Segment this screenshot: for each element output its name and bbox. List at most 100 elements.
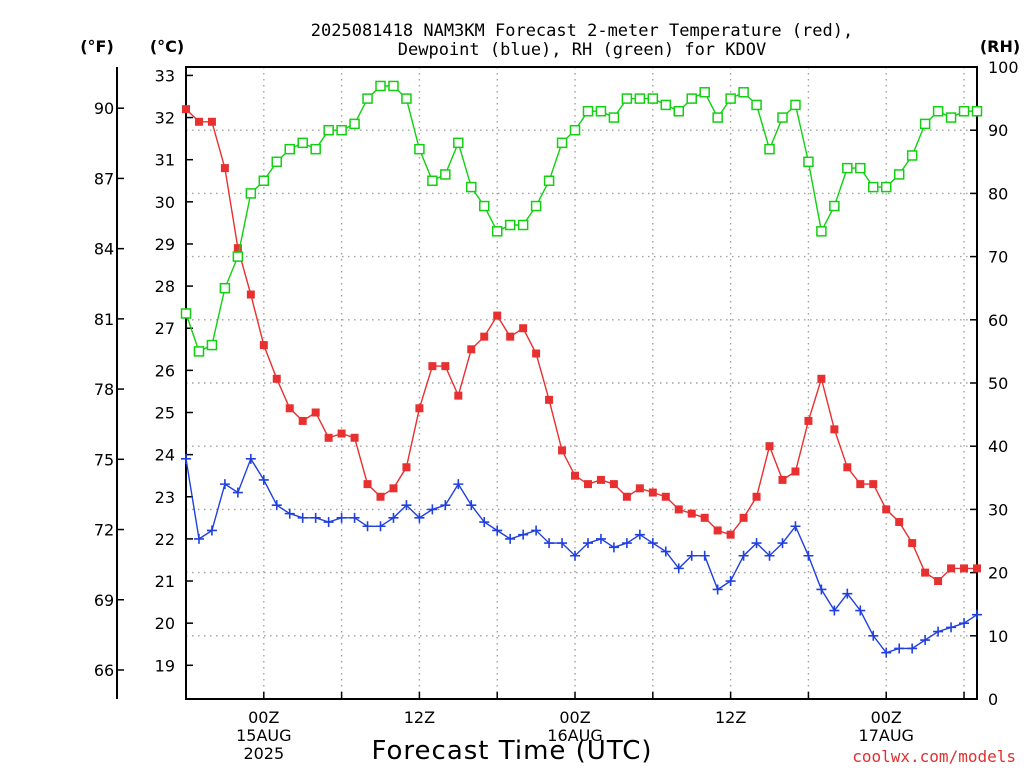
- dewpoint-point: [323, 517, 334, 528]
- rh-point: [803, 156, 814, 168]
- dewpoint-point: [375, 521, 386, 532]
- temperature-point: [415, 404, 424, 413]
- chart-title-line2: Dewpoint (blue), RH (green) for KDOV: [398, 40, 766, 60]
- rh-tick-label: 30: [988, 500, 1008, 519]
- temperature-point: [687, 509, 696, 518]
- fahrenheit-tick-label: 69: [94, 591, 114, 610]
- chart-title-line1: 2025081418 NAM3KM Forecast 2-meter Tempe…: [311, 21, 853, 41]
- temperature-point: [609, 480, 618, 489]
- temperature-point: [467, 345, 476, 354]
- rh-point: [855, 162, 866, 174]
- rh-point: [660, 99, 672, 111]
- rh-point: [517, 219, 529, 231]
- celsius-tick-label: 20: [155, 614, 175, 633]
- rh-axis-header: (RH): [980, 37, 1020, 56]
- rh-point: [725, 93, 736, 104]
- temperature-point: [973, 564, 981, 573]
- dewpoint-point: [868, 630, 879, 641]
- dewpoint-point: [621, 538, 632, 549]
- temperature-point: [324, 433, 333, 442]
- temperature-point: [830, 425, 839, 434]
- fahrenheit-tick-label: 72: [94, 521, 114, 540]
- temperature-point: [454, 391, 463, 400]
- rh-tick-label: 0: [988, 690, 998, 709]
- rh-tick-label: 20: [988, 564, 1008, 583]
- temperature-point: [713, 526, 722, 535]
- temperature-point: [817, 374, 826, 383]
- dewpoint-point: [842, 588, 853, 599]
- rh-point: [530, 200, 542, 212]
- rh-point: [284, 143, 295, 155]
- rh-point: [712, 112, 723, 123]
- dewpoint-point: [712, 584, 723, 595]
- dewpoint-point: [232, 487, 243, 498]
- dewpoint-point: [570, 550, 581, 561]
- dewpoint-point: [414, 512, 425, 523]
- dewpoint-point: [777, 538, 788, 549]
- dewpoint-point: [466, 500, 477, 511]
- rh-point: [258, 175, 270, 187]
- temperature-point: [389, 484, 398, 493]
- dewpoint-point: [219, 479, 230, 490]
- temperature-point: [350, 433, 359, 442]
- fahrenheit-tick-label: 81: [94, 310, 114, 329]
- temperature-point: [778, 475, 787, 484]
- rh-point: [440, 169, 451, 180]
- rh-point: [271, 156, 283, 168]
- rh-point: [829, 200, 840, 212]
- rh-tick-label: 80: [988, 184, 1008, 203]
- temperature-point: [934, 577, 943, 586]
- rh-point: [971, 105, 983, 117]
- celsius-tick-label: 33: [155, 66, 175, 85]
- temperature-point: [558, 446, 567, 455]
- rh-point: [401, 93, 412, 104]
- rh-point: [362, 93, 373, 104]
- rh-point: [323, 124, 334, 136]
- rh-point: [245, 188, 257, 199]
- temperature-point: [311, 408, 320, 417]
- dewpoint-point: [881, 647, 892, 658]
- dewpoint-point: [440, 500, 451, 511]
- rh-tick-label: 10: [988, 627, 1008, 646]
- rh-tick-label: 50: [988, 374, 1008, 393]
- celsius-tick-label: 32: [155, 109, 175, 128]
- rh-line: [185, 85, 977, 353]
- dewpoint-point: [492, 525, 503, 536]
- temperature-point: [583, 480, 592, 489]
- series-layer: [180, 80, 983, 658]
- x-tick-label: 00Z: [871, 708, 902, 727]
- temperature-point: [635, 484, 644, 493]
- fahrenheit-tick-label: 78: [94, 380, 114, 399]
- dewpoint-point: [634, 529, 645, 540]
- rh-point: [608, 112, 620, 123]
- rh-point: [868, 181, 879, 193]
- fahrenheit-axis-header: (°F): [80, 37, 114, 56]
- rh-point: [738, 87, 749, 98]
- dewpoint-point: [193, 533, 204, 544]
- rh-point: [349, 118, 360, 130]
- temperature-point: [674, 505, 683, 514]
- dewpoint-point: [972, 609, 982, 620]
- rh-point: [504, 219, 516, 231]
- dewpoint-point: [582, 538, 593, 549]
- temperature-point: [726, 530, 735, 539]
- temperature-point: [402, 463, 411, 472]
- fahrenheit-tick-label: 87: [94, 169, 114, 188]
- x-tick-year-label: 2025: [243, 744, 284, 763]
- dewpoint-point: [946, 622, 957, 633]
- dewpoint-point: [686, 550, 697, 561]
- dewpoint-point: [699, 550, 710, 561]
- temperature-point: [622, 492, 631, 501]
- rh-point: [880, 181, 892, 193]
- temperature-point: [220, 164, 229, 173]
- dewpoint-point: [790, 521, 801, 532]
- x-tick-label: 00Z: [559, 708, 590, 727]
- dewpoint-point: [310, 512, 321, 523]
- rh-point: [634, 93, 646, 104]
- temperature-point: [298, 416, 307, 425]
- dewpoint-point: [855, 605, 866, 616]
- rh-tick-label: 90: [988, 121, 1008, 140]
- celsius-tick-label: 31: [155, 151, 175, 170]
- temperature-point: [921, 568, 930, 577]
